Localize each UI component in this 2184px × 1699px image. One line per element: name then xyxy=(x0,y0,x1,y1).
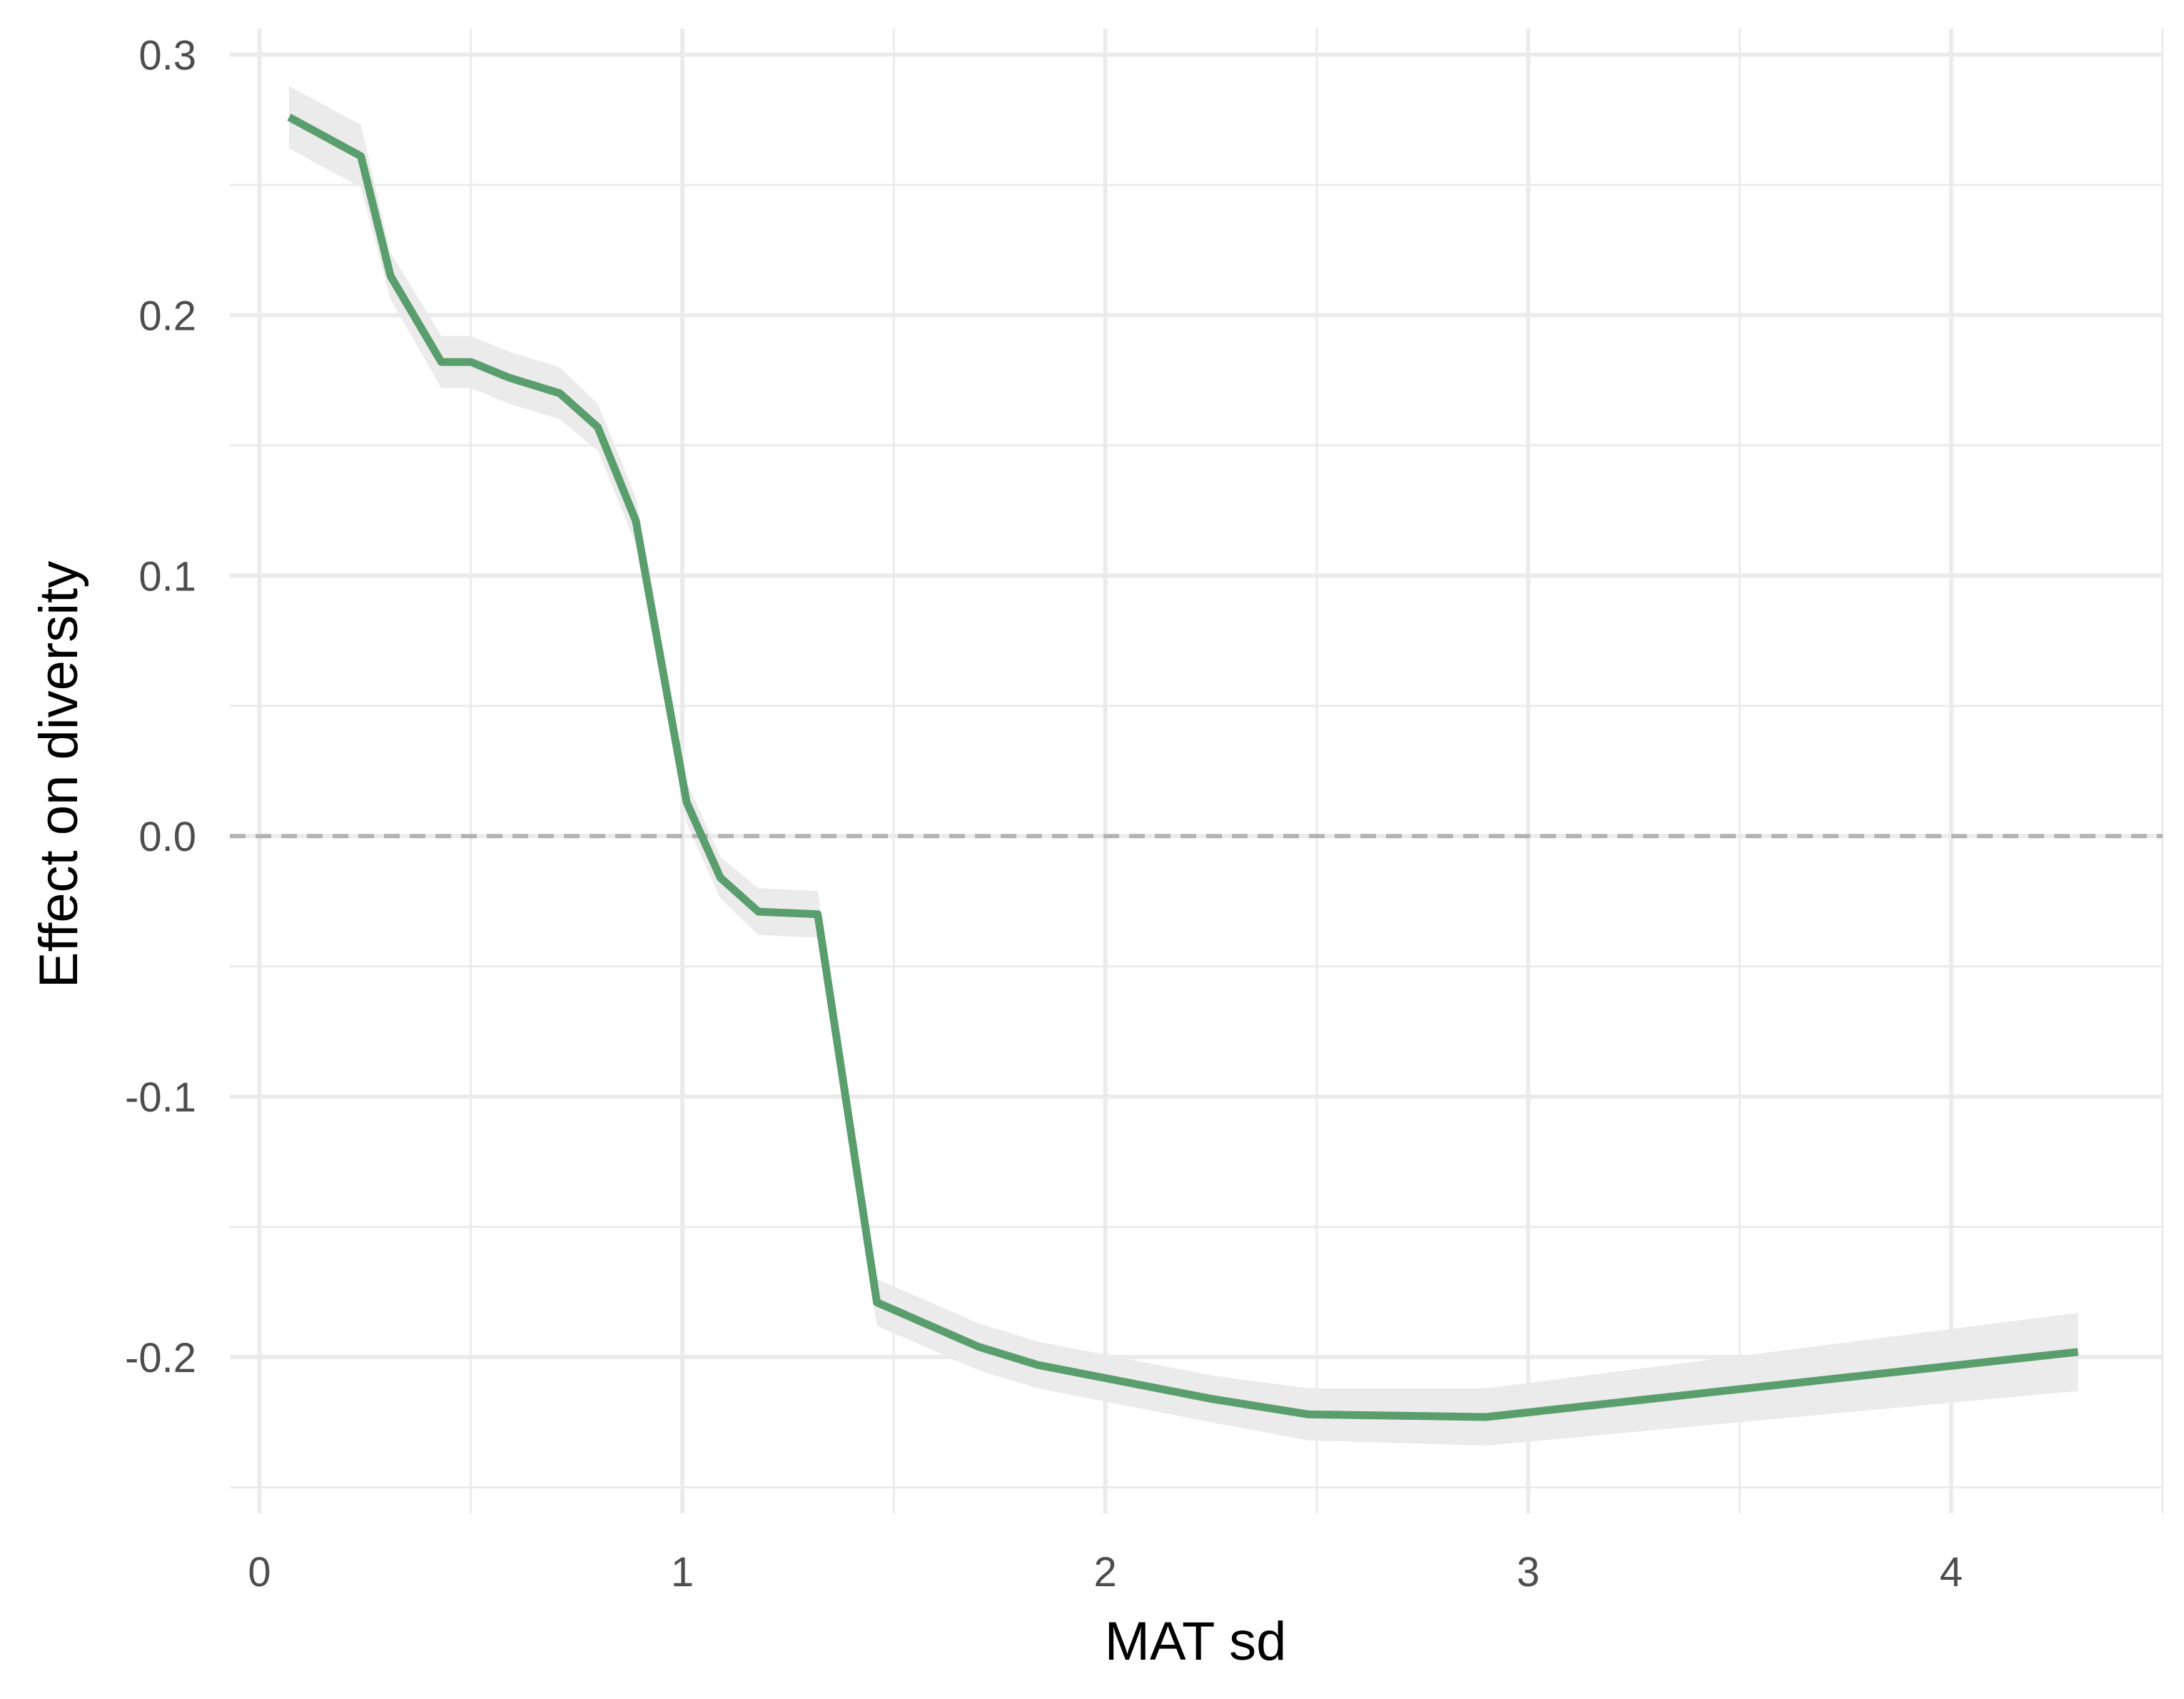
minor-gridlines xyxy=(230,29,2164,1513)
tick-labels: 0 1 2 3 4 -0.2 -0.1 0.0 0.1 0.2 0.3 xyxy=(125,32,1963,1595)
y-tick-label: -0.1 xyxy=(125,1074,196,1121)
series-line-layer xyxy=(287,114,2079,1421)
x-tick-label: 3 xyxy=(1517,1549,1540,1595)
x-tick-label: 0 xyxy=(248,1549,271,1595)
x-tick-label: 1 xyxy=(671,1549,694,1595)
y-tick-label: 0.1 xyxy=(138,553,196,600)
x-tick-label: 4 xyxy=(1940,1549,1963,1595)
y-tick-label: 0.2 xyxy=(138,293,196,339)
x-tick-label: 2 xyxy=(1093,1549,1116,1595)
y-tick-label: 0.3 xyxy=(138,32,196,79)
y-axis-title: Effect on diversity xyxy=(29,561,89,988)
y-tick-label: -0.2 xyxy=(125,1335,196,1381)
x-axis-title: MAT sd xyxy=(1105,1611,1287,1672)
effect-line xyxy=(287,114,2079,1421)
y-tick-label: 0.0 xyxy=(138,814,196,860)
